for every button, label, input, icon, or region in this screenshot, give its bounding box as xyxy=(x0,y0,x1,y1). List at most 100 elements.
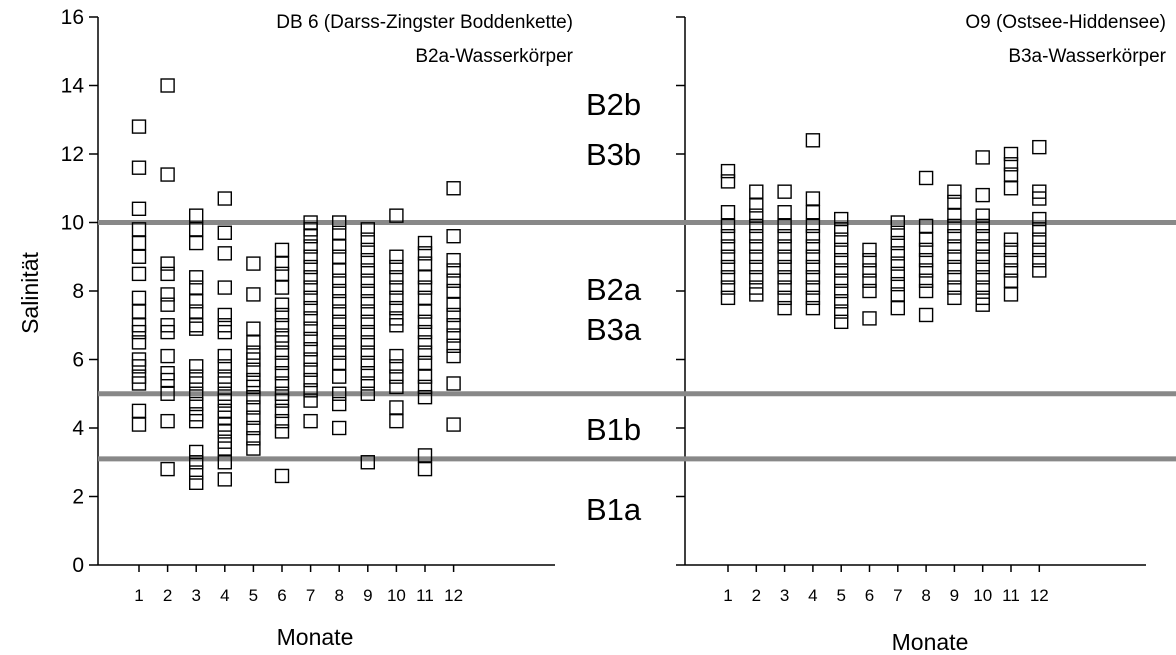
data-point xyxy=(188,235,204,251)
data-point xyxy=(947,280,962,295)
data-point xyxy=(1003,263,1019,278)
data-point xyxy=(360,294,375,309)
data-point xyxy=(834,211,849,227)
left-panel-title: DB 6 (Darss-Zingster Boddenkette) xyxy=(276,12,573,33)
data-point xyxy=(1032,252,1047,268)
data-point xyxy=(947,184,962,199)
data-point xyxy=(417,461,433,477)
data-point xyxy=(749,259,764,275)
data-point xyxy=(188,321,204,336)
y-tick-label: 8 xyxy=(72,280,84,303)
data-point xyxy=(274,256,290,271)
left-panel-subtitle: B2a-Wasserkörper xyxy=(415,46,573,67)
x-tick-label: 8 xyxy=(334,586,343,605)
data-point xyxy=(246,420,261,436)
data-point xyxy=(975,297,990,312)
data-point xyxy=(834,294,849,309)
data-point xyxy=(777,239,792,254)
data-point xyxy=(918,273,934,288)
data-point xyxy=(360,376,375,391)
data-point xyxy=(777,218,792,234)
data-point xyxy=(131,119,147,134)
data-point xyxy=(188,359,204,374)
data-point xyxy=(975,259,990,275)
data-point xyxy=(332,273,347,288)
data-point xyxy=(446,318,461,333)
data-point xyxy=(131,201,147,217)
y-tick-label: 6 xyxy=(72,349,84,372)
data-point xyxy=(834,314,849,330)
data-point xyxy=(360,273,375,288)
data-point xyxy=(274,403,290,419)
x-tick-label: 3 xyxy=(191,586,200,605)
data-point xyxy=(188,318,204,333)
data-point xyxy=(805,228,821,244)
data-point xyxy=(720,174,736,189)
data-point xyxy=(975,270,990,285)
data-point xyxy=(947,239,962,254)
data-point xyxy=(417,246,433,261)
data-point xyxy=(720,163,736,179)
data-point xyxy=(246,321,261,336)
data-point xyxy=(446,338,461,353)
data-point xyxy=(274,242,290,258)
data-point xyxy=(246,410,261,425)
data-point xyxy=(749,249,764,264)
x-tick-label: 10 xyxy=(387,586,406,605)
data-point xyxy=(834,273,849,288)
data-point xyxy=(360,335,375,350)
data-point xyxy=(890,215,905,230)
y-tick-label: 10 xyxy=(61,212,84,235)
y-tick-label: 4 xyxy=(72,417,84,440)
data-point xyxy=(417,256,433,271)
data-point xyxy=(246,352,261,367)
data-point xyxy=(805,280,821,295)
y-tick-label: 2 xyxy=(72,486,84,509)
data-point xyxy=(862,283,877,299)
x-tick-label: 2 xyxy=(163,586,172,605)
data-point xyxy=(389,413,404,429)
x-tick-label: 8 xyxy=(921,586,930,605)
x-tick-label: 9 xyxy=(363,586,372,605)
data-point xyxy=(188,475,204,490)
data-point xyxy=(332,239,347,254)
data-point xyxy=(188,304,204,319)
data-point xyxy=(446,273,461,288)
data-point xyxy=(131,335,147,350)
data-point xyxy=(389,359,404,374)
data-point xyxy=(131,376,147,391)
data-point xyxy=(417,379,433,395)
data-point xyxy=(332,396,347,412)
data-point xyxy=(188,376,204,391)
data-point xyxy=(1003,242,1019,258)
data-point xyxy=(918,232,934,247)
data-point xyxy=(834,283,849,299)
data-point xyxy=(332,263,347,278)
data-point xyxy=(777,300,792,316)
data-point xyxy=(360,222,375,237)
data-point xyxy=(1032,222,1047,237)
data-point xyxy=(749,184,764,199)
data-point xyxy=(389,400,404,415)
data-point xyxy=(749,228,764,244)
data-point xyxy=(947,290,962,306)
data-point xyxy=(389,270,404,285)
data-point xyxy=(890,246,905,261)
data-point xyxy=(389,369,404,384)
data-point xyxy=(303,413,318,429)
data-point xyxy=(720,259,736,275)
data-point xyxy=(918,242,934,258)
data-point xyxy=(777,290,792,306)
data-point xyxy=(389,290,404,306)
data-point xyxy=(246,362,261,377)
x-tick-label: 6 xyxy=(865,586,874,605)
x-tick-label: 11 xyxy=(1002,586,1020,605)
zone-label: B1a xyxy=(586,492,642,527)
data-point xyxy=(947,259,962,275)
data-point xyxy=(805,290,821,306)
data-point xyxy=(360,304,375,319)
data-point xyxy=(303,311,318,326)
data-point xyxy=(332,314,347,330)
data-point xyxy=(417,290,433,306)
